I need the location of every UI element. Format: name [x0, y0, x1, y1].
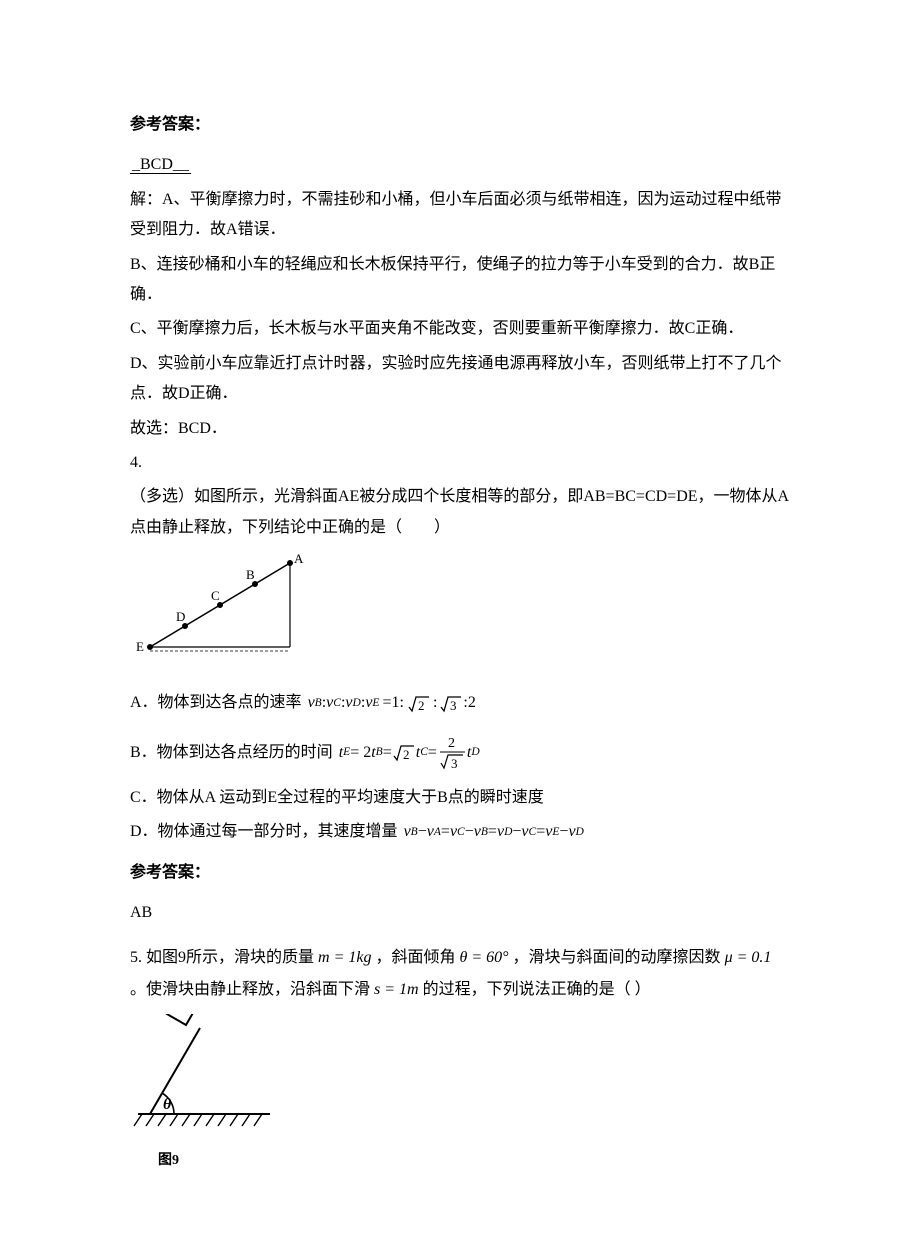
q5-mid1: ，斜面倾角 — [375, 949, 455, 966]
svg-text:3: 3 — [450, 698, 457, 713]
formula-time-ratio: tE = 2tB = 2 tC = 2 3 tD — [339, 733, 480, 773]
formula-velocity-diff: vB − vA = vC − vB = vD − vC = vE − vD — [404, 817, 584, 847]
q4-number: 4. — [130, 448, 790, 478]
formula-mu: μ = 0.1 — [725, 949, 772, 966]
figure-9-label: 图9 — [158, 1148, 790, 1175]
formula-mass: m = 1kg — [318, 949, 371, 966]
explanation-c: C、平衡摩擦力后，长木板与水平面夹角不能改变，否则要重新平衡摩擦力．故C正确． — [130, 314, 790, 344]
diagram-inclined-plane: A B C D E — [130, 553, 790, 674]
q5-text: 5. 如图9所示，滑块的质量 m = 1kg ，斜面倾角 θ = 60° ，滑块… — [130, 942, 790, 1006]
diagram-incline-block: θ 图9 — [130, 1014, 790, 1174]
answer-text-1: _BCD__ — [130, 156, 191, 174]
q4-option-a: A．物体到达各点的速率 vB : vC : vD : vE =1: 2 : 3 … — [130, 688, 790, 718]
formula-s: s = 1m — [374, 981, 419, 998]
svg-text:θ: θ — [163, 1096, 172, 1113]
q4-text: （多选）如图所示，光滑斜面AE被分成四个长度相等的部分，即AB=BC=CD=DE… — [130, 482, 790, 543]
svg-text:C: C — [211, 588, 220, 603]
q5-suffix: 的过程，下列说法正确的是（ ） — [423, 981, 651, 998]
explanation-conclusion: 故选：BCD． — [130, 414, 790, 444]
svg-text:2: 2 — [448, 736, 455, 751]
answer-heading-1: 参考答案： — [130, 110, 790, 140]
q4-option-b: B．物体到达各点经历的时间 tE = 2tB = 2 tC = 2 3 tD — [130, 733, 790, 773]
q4-option-d: D．物体通过每一部分时，其速度增量 vB − vA = vC − vB = vD… — [130, 817, 790, 847]
q4-option-b-prefix: B．物体到达各点经历的时间 — [130, 738, 333, 768]
q4-option-d-prefix: D．物体通过每一部分时，其速度增量 — [130, 817, 398, 847]
svg-text:A: A — [294, 553, 304, 566]
answer-heading-2: 参考答案： — [130, 858, 790, 888]
explanation-b: B、连接砂桶和小车的轻绳应和长木板保持平行，使绳子的拉力等于小车受到的合力．故B… — [130, 250, 790, 311]
q5-mid3: 。使滑块由静止释放，沿斜面下滑 — [130, 981, 370, 998]
answer-value-1: _BCD__ — [130, 150, 790, 180]
svg-text:E: E — [136, 639, 144, 654]
q4-option-a-suffix: :2 — [463, 688, 475, 718]
svg-text:3: 3 — [451, 756, 458, 771]
svg-text:B: B — [246, 567, 255, 582]
q4-option-a-prefix: A．物体到达各点的速率 — [130, 688, 302, 718]
q5-prefix: 5. 如图9所示，滑块的质量 — [130, 949, 314, 966]
svg-text:2: 2 — [418, 698, 425, 713]
formula-theta: θ = 60° — [459, 949, 508, 966]
q5-mid2: ，滑块与斜面间的动摩擦因数 — [513, 949, 721, 966]
explanation-a: 解：A、平衡摩擦力时，不需挂砂和小桶，但小车后面必须与纸带相连，因为运动过程中纸… — [130, 185, 790, 246]
svg-text:D: D — [176, 609, 185, 624]
answer-value-2: AB — [130, 898, 790, 928]
explanation-d: D、实验前小车应靠近打点计时器，实验时应先接通电源再释放小车，否则纸带上打不了几… — [130, 349, 790, 410]
svg-text:2: 2 — [403, 747, 410, 762]
q4-option-c: C．物体从A 运动到E全过程的平均速度大于B点的瞬时速度 — [130, 783, 790, 813]
formula-velocity-ratio: vB : vC : vD : vE =1: 2 : 3 — [308, 688, 464, 718]
